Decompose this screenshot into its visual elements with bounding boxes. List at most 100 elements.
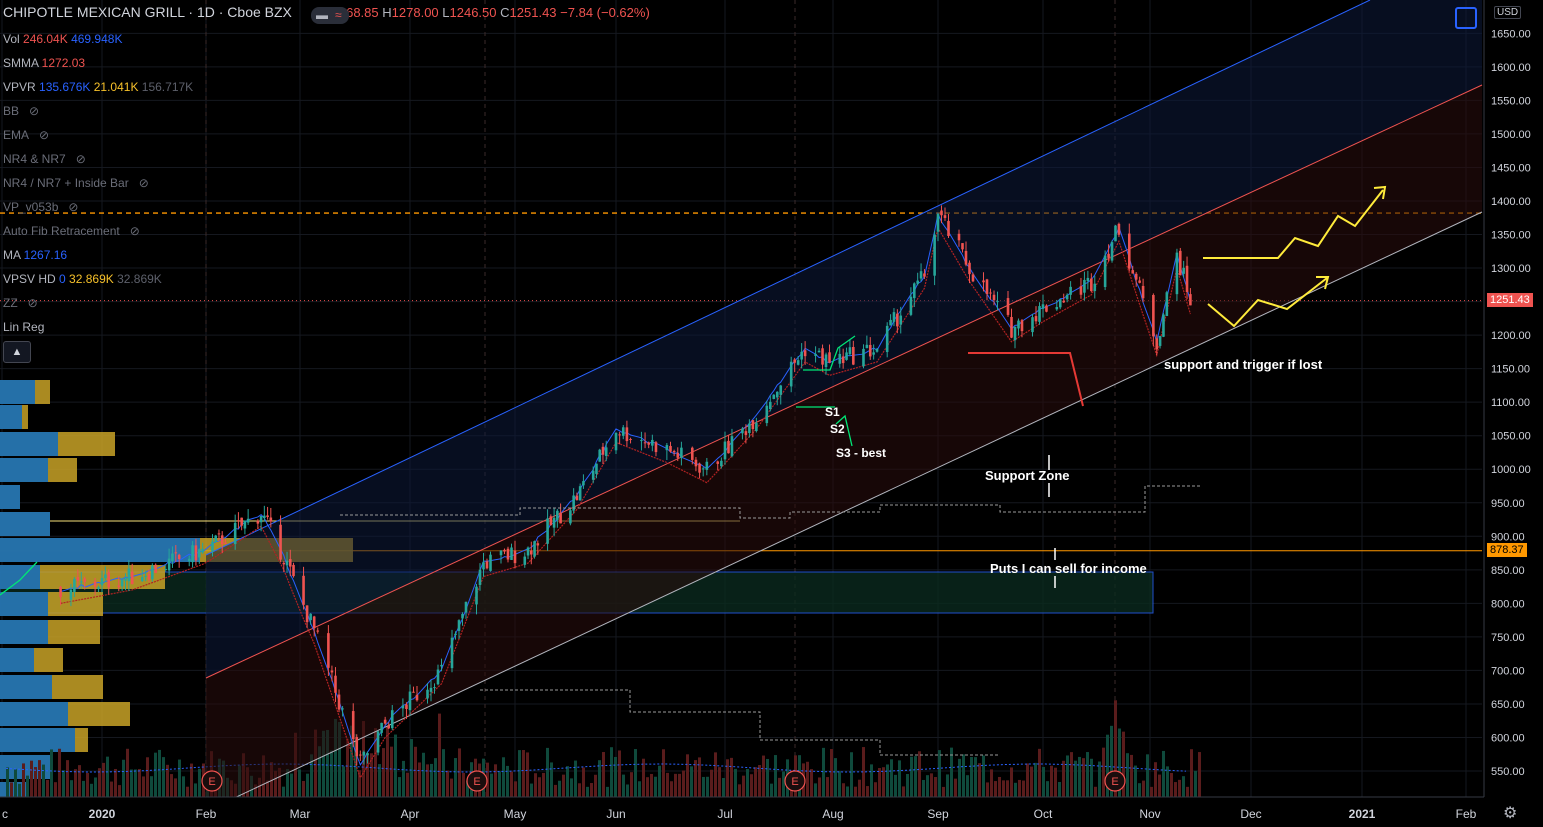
candle-body <box>789 361 793 387</box>
candle-body <box>401 705 405 709</box>
price-tick-label: 1100.00 <box>1491 397 1530 409</box>
chart-settings-button[interactable] <box>1455 7 1477 29</box>
high-key: H <box>382 5 392 20</box>
projection-up-arrowhead <box>1373 185 1387 200</box>
candle-body <box>240 517 243 526</box>
volume-bar <box>194 783 197 797</box>
indicator-name: VP_v053b <box>3 200 59 214</box>
candle-body <box>1162 314 1165 337</box>
indicator-auto-fib-retracement[interactable]: Auto Fib Retracement ⊘ <box>3 224 140 238</box>
regression-channel <box>205 0 1483 801</box>
candle-body <box>266 515 269 518</box>
symbol-title[interactable]: CHIPOTLE MEXICAN GRILL · 1D · Cboe BZX <box>3 4 292 20</box>
volume-bar <box>986 782 989 797</box>
price-tick-label: 900.00 <box>1491 531 1525 543</box>
candle-body <box>107 572 111 588</box>
eye-off-icon[interactable]: ⊘ <box>138 176 149 190</box>
time-tick-label: Feb <box>196 807 217 821</box>
indicator-lin-reg[interactable]: Lin Reg <box>3 320 44 334</box>
channel-upper-line <box>205 0 1371 556</box>
indicator-ema[interactable]: EMA ⊘ <box>3 128 49 142</box>
indicator-bb[interactable]: BB ⊘ <box>3 104 39 118</box>
s1-label[interactable]: S1 <box>825 405 840 419</box>
volume-bar <box>566 766 569 797</box>
s3-label[interactable]: S3 - best <box>836 446 887 460</box>
eye-off-icon[interactable]: ⊘ <box>29 104 40 118</box>
candle-body <box>625 427 629 442</box>
support-zone-note[interactable]: Support Zone <box>985 468 1070 483</box>
collapse-legend-button[interactable]: ▲ <box>3 341 31 363</box>
volume-bar <box>314 729 317 797</box>
candle-body <box>243 520 247 529</box>
volume-bar <box>126 748 129 797</box>
candle-body <box>330 670 334 673</box>
volume-bar <box>1174 782 1177 797</box>
profile-bar-down <box>0 592 48 616</box>
puts-income-note[interactable]: Puts I can sell for income <box>990 561 1147 576</box>
indicator-name: VPVR <box>3 80 36 94</box>
volume-bar <box>918 751 921 797</box>
candle-body <box>601 446 605 455</box>
ohlc-readout: O1268.85 H1278.00 L1246.50 C1251.43 −7.8… <box>322 5 650 20</box>
volume-bar <box>674 773 677 797</box>
candle-body <box>366 753 369 756</box>
volume-bar <box>842 783 845 797</box>
eye-off-icon[interactable]: ⊘ <box>129 224 140 238</box>
volume-bar <box>370 753 373 797</box>
indicator-vp-v053b[interactable]: VP_v053b ⊘ <box>3 200 78 214</box>
s2-label[interactable]: S2 <box>830 422 845 436</box>
candle-body <box>263 515 266 518</box>
eye-off-icon[interactable]: ⊘ <box>68 200 79 214</box>
time-tick-label: c <box>2 807 8 821</box>
indicator-vol[interactable]: Vol 246.04K 469.948K <box>3 32 122 46</box>
candle-body <box>485 561 489 569</box>
gear-icon[interactable]: ⚙ <box>1503 805 1518 822</box>
volume-bar <box>358 770 361 797</box>
candle-body <box>701 468 705 470</box>
indicator-vpsv-hd[interactable]: VPSV HD 0 32.869K 32.869K <box>3 272 162 286</box>
eye-off-icon[interactable]: ⊘ <box>39 128 50 142</box>
indicator-name: MA <box>3 248 21 262</box>
volume-bar <box>694 760 697 797</box>
volume-bar <box>750 774 753 797</box>
time-tick-label: Nov <box>1139 807 1160 821</box>
candle-body <box>598 449 602 462</box>
volume-bar <box>90 783 93 797</box>
price-tick-label: 1450.00 <box>1491 162 1531 174</box>
candle-body <box>171 553 174 562</box>
candle-body <box>964 250 968 265</box>
chart-toggle-switch[interactable]: ▬ ≈ <box>311 7 349 24</box>
indicator-nr4-nr7[interactable]: NR4 & NR7 ⊘ <box>3 152 86 166</box>
indicator-nr4-nr7-inside-bar[interactable]: NR4 / NR7 + Inside Bar ⊘ <box>3 176 149 190</box>
volume-bar <box>554 784 557 797</box>
eye-off-icon[interactable]: ⊘ <box>75 152 86 166</box>
candle-body <box>151 565 154 580</box>
indicator-ma[interactable]: MA 1267.16 <box>3 248 67 262</box>
volume-bar <box>830 749 833 797</box>
indicator-value: 0 <box>55 272 66 286</box>
volume-bar <box>1154 762 1157 797</box>
volume-bar <box>970 756 973 797</box>
volume-bar <box>1102 747 1105 797</box>
support-trigger-note[interactable]: support and trigger if lost <box>1164 357 1323 372</box>
candle-body <box>885 325 889 353</box>
price-tick-label: 650.00 <box>1491 699 1525 711</box>
volume-bar <box>1010 767 1013 797</box>
currency-label[interactable]: USD <box>1494 6 1522 19</box>
volume-bar <box>78 765 81 797</box>
eye-off-icon[interactable]: ⊘ <box>27 296 38 310</box>
volume-bar <box>1166 766 1169 797</box>
candle-body <box>288 559 292 567</box>
close-value: 1251.43 <box>509 5 557 20</box>
indicator-vpvr[interactable]: VPVR 135.676K 21.041K 156.717K <box>3 80 193 94</box>
indicator-smma[interactable]: SMMA 1272.03 <box>3 56 85 70</box>
candle-body <box>892 312 896 322</box>
indicator-zz[interactable]: ZZ ⊘ <box>3 296 38 310</box>
volume-bar <box>1022 780 1025 797</box>
volume-bar <box>814 783 817 797</box>
indicator-name: NR4 & NR7 <box>3 152 66 166</box>
candle-body <box>933 234 936 276</box>
trigger-line <box>968 352 1084 407</box>
volume-bar <box>306 773 309 797</box>
